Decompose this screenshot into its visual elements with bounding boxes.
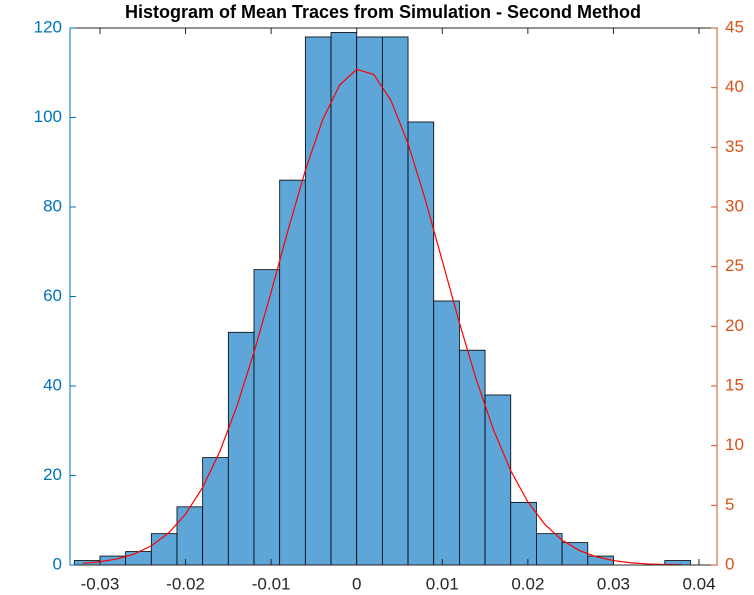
bar [304,36,332,566]
bar [227,331,255,566]
x-tick-label: -0.01 [252,574,291,593]
y2-tick-label: 10 [725,435,744,454]
bar [561,542,589,566]
y2-tick-label: 35 [725,137,744,156]
chart-title: Histogram of Mean Traces from Simulation… [125,2,641,22]
y-tick-label: 80 [43,196,62,215]
y-tick-label: 20 [43,465,62,484]
y2-tick-label: 20 [725,316,744,335]
y-tick-label: 40 [43,375,62,394]
y2-tick-label: 30 [725,196,744,215]
y2-tick-label: 40 [725,77,744,96]
x-tick-label: -0.02 [166,574,205,593]
y-tick-label: 60 [43,286,62,305]
x-tick-label: 0.01 [426,574,459,593]
bar [407,121,435,566]
bar [484,394,512,566]
x-tick-label: 0.04 [682,574,715,593]
bar [176,506,204,566]
y2-tick-label: 15 [725,375,744,394]
bar [150,533,178,566]
bar [202,457,229,566]
bar [433,300,460,566]
y-tick-label: 100 [34,107,62,126]
x-tick-label: 0.03 [597,574,630,593]
x-tick-label: 0.02 [511,574,544,593]
bar [356,36,383,566]
bar [510,501,537,566]
bar [458,349,486,566]
bar [381,36,409,566]
x-tick-label: -0.03 [81,574,120,593]
y2-tick-label: 25 [725,256,744,275]
bar [279,179,306,566]
fit-curve [82,68,682,566]
y2-tick-label: 45 [725,17,744,36]
y2-tick-label: 5 [725,495,734,514]
bar [536,533,563,566]
bar [253,269,281,566]
x-tick-label: 0 [352,574,361,593]
y-tick-label: 0 [53,554,62,573]
bar [330,32,358,566]
bar [125,551,152,566]
y-tick-label: 120 [34,17,62,36]
y2-tick-label: 0 [725,554,734,573]
